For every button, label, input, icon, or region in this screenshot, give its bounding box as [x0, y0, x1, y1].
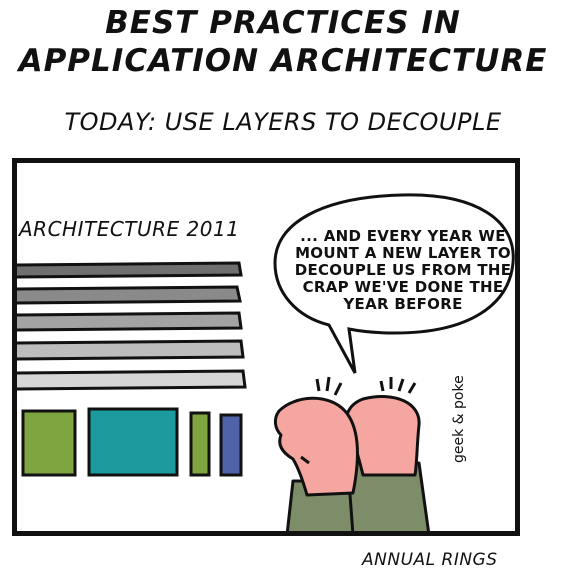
speech-text: ... AND EVERY YEAR WE MOUNT A NEW LAYER … — [285, 227, 515, 313]
back-person-hair — [379, 377, 417, 394]
panel-illustration — [17, 193, 515, 531]
layer-bar-1 — [17, 261, 243, 279]
block-blue — [219, 413, 243, 477]
architecture-layers — [17, 261, 247, 391]
layer-bar-3 — [17, 311, 243, 332]
front-person-hair — [315, 376, 343, 396]
comic-subtitle: TODAY: USE LAYERS TO DECOUPLE — [64, 108, 502, 136]
block-green-small — [189, 411, 211, 477]
speech-line-2: MOUNT A NEW LAYER TO — [295, 244, 511, 262]
comic-caption: ANNUAL RINGS — [362, 550, 498, 570]
artist-signature: geek & poke — [451, 375, 467, 463]
comic-title-line-1: BEST PRACTICES IN — [105, 5, 461, 41]
architecture-blocks — [21, 407, 243, 477]
architecture-label: ARCHITECTURE 2011 — [19, 217, 240, 241]
speech-line-4: CRAP WE'VE DONE THE — [302, 278, 504, 296]
comic-title-line-2: APPLICATION ARCHITECTURE — [18, 43, 548, 79]
speech-bubble — [273, 193, 515, 374]
speech-line-3: DECOUPLE US FROM THE — [294, 261, 512, 279]
layer-bar-4 — [17, 339, 245, 361]
front-person-head — [273, 396, 359, 497]
block-green-large — [21, 409, 77, 477]
comic-panel: ARCHITECTURE 2011 ... AND EVERY YEAR WE … — [12, 158, 520, 536]
layer-bar-2 — [17, 285, 242, 305]
front-person-mouth — [300, 455, 310, 465]
block-teal — [87, 407, 179, 477]
speech-line-5: YEAR BEFORE — [343, 295, 463, 313]
speech-line-1: ... AND EVERY YEAR WE — [300, 227, 506, 245]
layer-bar-5 — [17, 369, 247, 391]
characters — [273, 376, 430, 531]
